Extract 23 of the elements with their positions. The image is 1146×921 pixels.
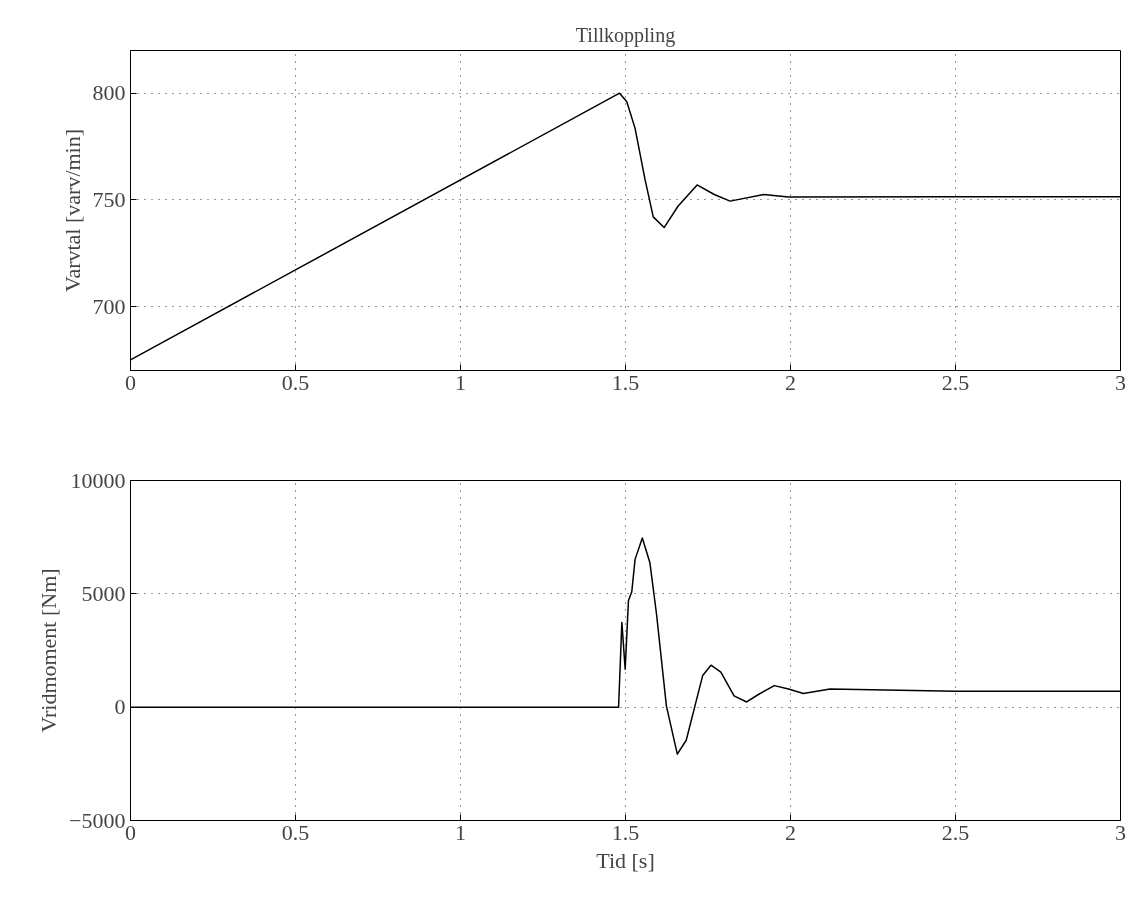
y-tick-label: 10000 — [70, 467, 126, 493]
x-tick-label: 1 — [455, 819, 466, 845]
y-tick-label: −5000 — [69, 807, 126, 833]
x-tick-label: 2 — [785, 819, 796, 845]
y-tick-label: 0 — [114, 694, 126, 720]
y-tick-label: 800 — [92, 80, 126, 106]
y-tick-label: 5000 — [81, 580, 126, 606]
x-tick-label: 3 — [1115, 369, 1126, 395]
x-tick-label: 0.5 — [281, 369, 310, 395]
chart-title: Tillkoppling — [575, 23, 676, 47]
y-axis-title: Vridmoment [Nm] — [36, 568, 62, 733]
x-tick-label: 2.5 — [941, 819, 970, 845]
x-tick-label: 0.5 — [281, 819, 310, 845]
y-axis-title: Varvtal [varv/min] — [59, 128, 85, 293]
x-tick-label: 2 — [785, 369, 796, 395]
x-tick-label: 1.5 — [611, 819, 640, 845]
y-tick-label: 750 — [92, 186, 126, 212]
y-tick-label: 700 — [92, 293, 126, 319]
x-tick-label: 2.5 — [941, 369, 970, 395]
x-tick-label: 1.5 — [611, 369, 640, 395]
x-tick-label: 1 — [455, 369, 466, 395]
x-tick-label: 3 — [1115, 819, 1126, 845]
x-axis-title: Tid [s] — [596, 847, 655, 873]
